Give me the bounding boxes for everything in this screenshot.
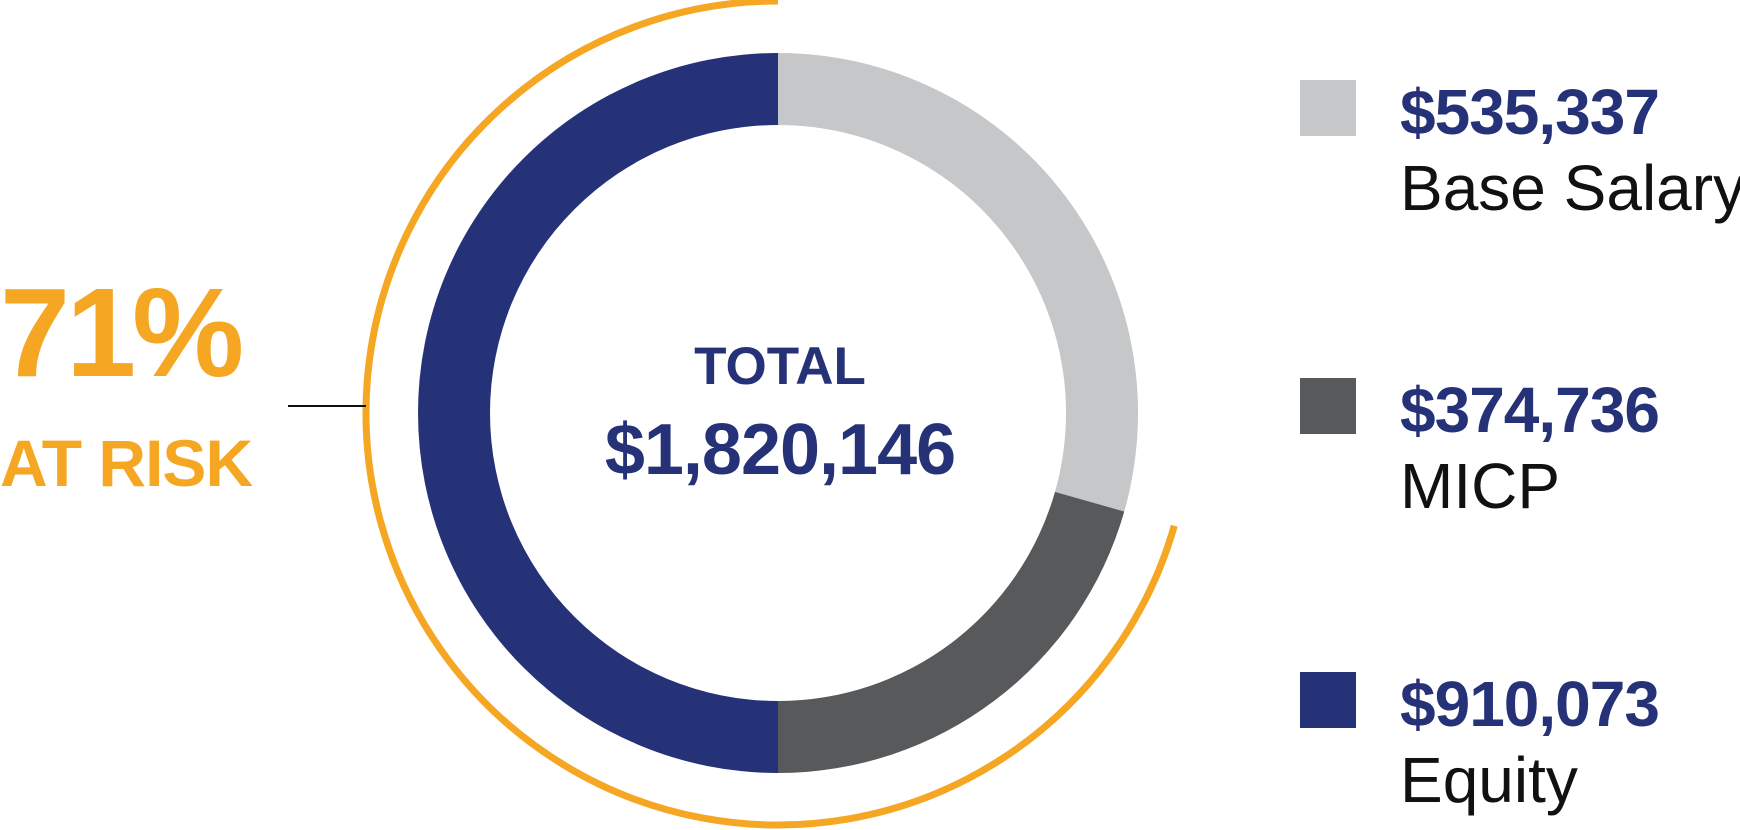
slice-base-salary	[778, 53, 1138, 512]
total-value: $1,820,146	[604, 410, 956, 490]
legend-swatch-base-salary	[1300, 80, 1356, 136]
legend-value-equity: $910,073	[1400, 668, 1660, 740]
slice-equity	[418, 53, 778, 773]
legend-item-micp: $374,736 MICP	[1300, 378, 1740, 528]
legend-label-micp: MICP	[1400, 450, 1560, 522]
legend-label-base-salary: Base Salary	[1400, 152, 1740, 224]
legend-item-base-salary: $535,337 Base Salary	[1300, 80, 1740, 230]
donut-slices	[418, 53, 1138, 773]
legend-item-equity: $910,073 Equity	[1300, 672, 1740, 822]
slice-micp	[778, 491, 1125, 773]
legend-swatch-micp	[1300, 378, 1356, 434]
total-label: TOTAL	[694, 337, 866, 396]
at-risk-label: AT RISK	[0, 426, 253, 500]
legend-value-base-salary: $535,337	[1400, 76, 1660, 148]
legend-swatch-equity	[1300, 672, 1356, 728]
at-risk-arc	[362, 0, 1178, 829]
legend-value-micp: $374,736	[1400, 374, 1660, 446]
at-risk-percent: 71%	[0, 262, 244, 403]
legend-label-equity: Equity	[1400, 744, 1578, 816]
